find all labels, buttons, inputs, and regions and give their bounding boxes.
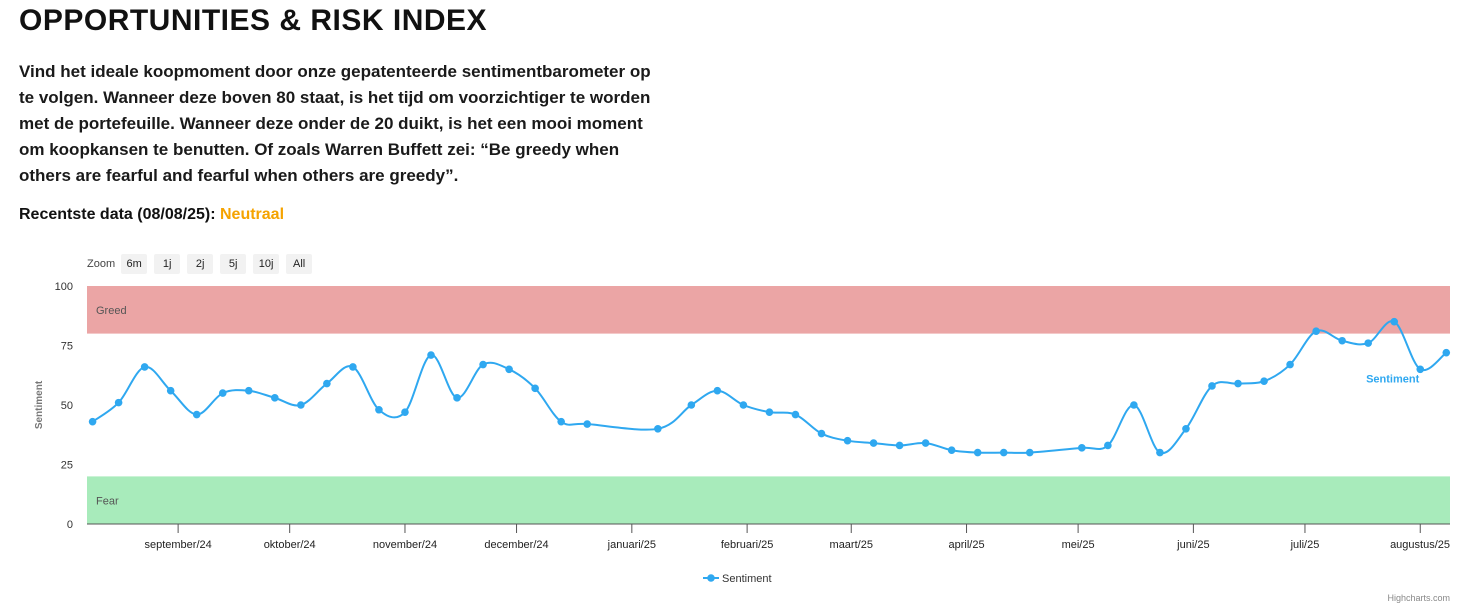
- chart-credits[interactable]: Highcharts.com: [1387, 593, 1450, 603]
- x-tick-label: oktober/24: [264, 539, 316, 551]
- sentiment-point: [453, 394, 461, 402]
- sentiment-point: [557, 417, 565, 426]
- zoom-5j-button[interactable]: 5j: [220, 254, 247, 274]
- x-tick-label: januari/25: [607, 539, 656, 551]
- y-tick-label: 50: [61, 400, 73, 412]
- sentiment-point: [1390, 317, 1399, 326]
- sentiment-point: [1130, 401, 1138, 409]
- legend-item-sentiment[interactable]: Sentiment: [703, 573, 772, 585]
- sentiment-point: [479, 360, 487, 369]
- sentiment-point: [1286, 360, 1294, 369]
- sentiment-point: [323, 379, 331, 388]
- sentiment-point: [1078, 444, 1086, 452]
- sentiment-point: [713, 386, 722, 395]
- greed-band: [87, 286, 1450, 334]
- sentiment-point: [114, 398, 123, 407]
- sentiment-point: [739, 401, 748, 409]
- sentiment-point: [921, 439, 930, 447]
- x-tick-label: september/24: [144, 539, 211, 551]
- sentiment-point: [973, 448, 982, 457]
- sentiment-point: [166, 386, 175, 395]
- sentiment-point: [88, 417, 97, 426]
- sentiment-point: [654, 425, 662, 433]
- fear-band-label: Fear: [96, 495, 119, 507]
- sentiment-point: [1025, 448, 1034, 457]
- sentiment-point: [947, 446, 956, 455]
- zoom-label: Zoom: [87, 258, 116, 270]
- legend-marker-icon: [707, 574, 715, 582]
- sentiment-point: [791, 410, 800, 419]
- x-tick-label: maart/25: [830, 539, 873, 551]
- y-axis-title: Sentiment: [34, 380, 45, 429]
- sentiment-point: [1312, 327, 1320, 336]
- sentiment-point: [583, 420, 592, 428]
- zoom-1j-button[interactable]: 1j: [154, 254, 181, 274]
- legend-label: Sentiment: [722, 573, 772, 585]
- x-tick-label: februari/25: [721, 539, 774, 551]
- sentiment-point: [765, 408, 774, 416]
- zoom-10j-button[interactable]: 10j: [253, 254, 280, 274]
- sentiment-point: [505, 365, 513, 374]
- sentiment-point: [244, 386, 253, 395]
- sentiment-point: [271, 394, 279, 402]
- sentiment-point: [687, 401, 696, 409]
- sentiment-point: [1442, 348, 1451, 357]
- x-tick-label: juni/25: [1176, 539, 1209, 551]
- zoom-2j-button[interactable]: 2j: [187, 254, 214, 274]
- y-tick-label: 0: [67, 519, 73, 531]
- y-tick-label: 25: [61, 460, 73, 472]
- page-title: OPPORTUNITIES & RISK INDEX: [19, 4, 488, 37]
- sentiment-point: [869, 439, 878, 447]
- x-tick-label: november/24: [373, 539, 437, 551]
- sentiment-point: [401, 408, 409, 416]
- zoom-all-button[interactable]: All: [286, 254, 313, 274]
- zoom-selector: Zoom 6m 1j 2j 5j 10j All: [87, 253, 319, 275]
- greed-band-label: Greed: [96, 305, 127, 317]
- sentiment-point: [843, 436, 852, 445]
- sentiment-point: [375, 405, 383, 414]
- sentiment-point: [427, 351, 435, 359]
- recent-data: Recentste data (08/08/25): Neutraal: [19, 206, 284, 224]
- sentiment-point: [140, 363, 149, 371]
- sentiment-point: [817, 429, 826, 438]
- sentiment-point: [297, 401, 305, 409]
- sentiment-point: [1104, 441, 1112, 450]
- x-tick-label: december/24: [484, 539, 548, 551]
- y-tick-label: 75: [61, 341, 73, 353]
- x-tick-label: juli/25: [1290, 539, 1320, 551]
- sentiment-point: [1416, 365, 1425, 374]
- x-tick-label: april/25: [948, 539, 984, 551]
- sentiment-point: [531, 384, 539, 393]
- sentiment-point: [895, 441, 904, 450]
- sentiment-point: [1260, 377, 1268, 386]
- x-tick-label: mei/25: [1062, 539, 1095, 551]
- sentiment-point: [1364, 339, 1372, 347]
- x-tick-label: augustus/25: [1390, 539, 1450, 551]
- zoom-6m-button[interactable]: 6m: [121, 254, 148, 274]
- y-tick-label: 100: [55, 281, 73, 293]
- series-end-label: Sentiment: [1366, 374, 1420, 386]
- intro-text: Vind het ideale koopmoment door onze gep…: [19, 62, 651, 185]
- recent-data-label: Recentste data (08/08/25):: [19, 206, 216, 223]
- sentiment-point: [349, 363, 357, 371]
- sentiment-point: [1338, 336, 1346, 345]
- sentiment-point: [999, 448, 1008, 457]
- sentiment-point: [1182, 425, 1190, 433]
- fear-band: [87, 476, 1450, 524]
- sentiment-line: [91, 320, 1447, 455]
- sentiment-point: [1208, 382, 1216, 390]
- sentiment-point: [1156, 448, 1164, 457]
- sentiment-point: [192, 410, 201, 419]
- sentiment-point: [218, 389, 227, 397]
- sentiment-point: [1234, 379, 1242, 388]
- recent-status: Neutraal: [219, 206, 285, 223]
